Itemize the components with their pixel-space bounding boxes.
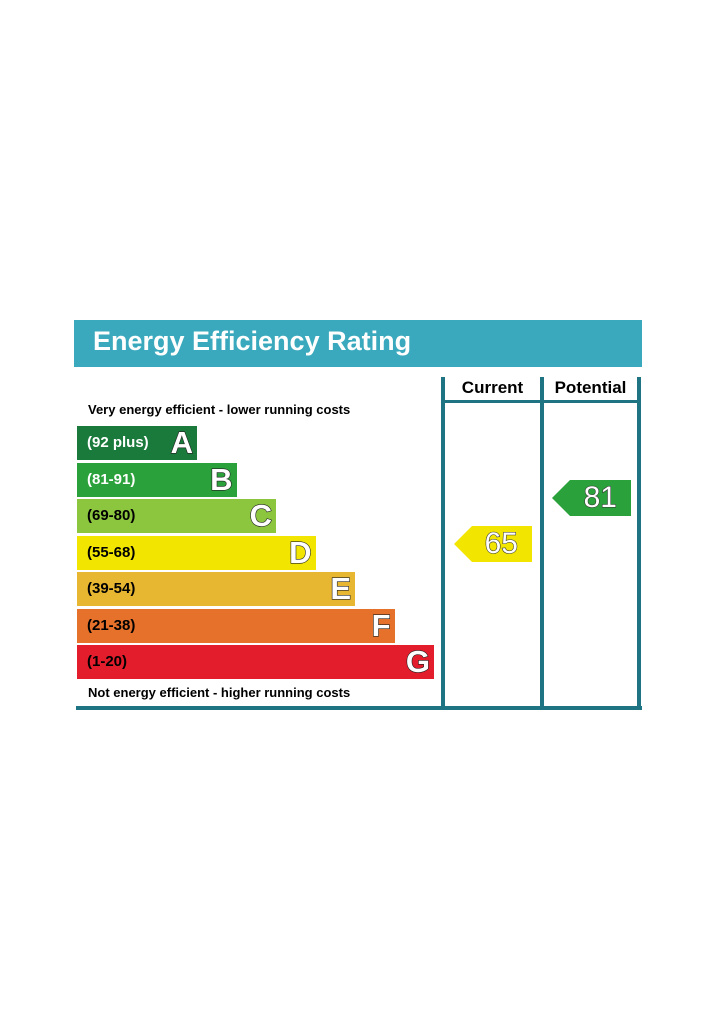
frame-divider-middle (540, 377, 544, 710)
band-e-range: (39-54) (87, 580, 136, 597)
band-c-range: (69-80) (87, 507, 136, 524)
band-a: (92 plus) A (77, 425, 197, 460)
potential-rating-value: 81 (583, 480, 617, 514)
top-caption: Very energy efficient - lower running co… (88, 402, 351, 417)
band-g: (1-20) G (77, 644, 434, 679)
band-a-letter: A (170, 425, 194, 460)
frame-bottom-line (76, 706, 642, 710)
column-header-underline (441, 400, 641, 403)
potential-rating-arrow: 81 (552, 480, 631, 516)
title-bar (74, 320, 642, 367)
band-e: (39-54) E (77, 571, 355, 606)
band-a-range: (92 plus) (87, 434, 149, 451)
band-f-range: (21-38) (87, 616, 136, 634)
bottom-caption: Not energy efficient - higher running co… (88, 685, 351, 700)
band-f: (21-38) F (77, 607, 395, 643)
band-b-letter: B (209, 461, 233, 497)
current-rating-value: 65 (484, 526, 518, 560)
current-column-header: Current (461, 378, 524, 397)
chart-title: Energy Efficiency Rating (93, 326, 412, 356)
band-c: (69-80) C (77, 498, 276, 533)
band-d: (55-68) D (77, 534, 316, 570)
current-rating-arrow: 65 (454, 526, 532, 562)
frame-divider-right (637, 377, 641, 710)
band-d-range: (55-68) (87, 543, 136, 561)
band-g-range: (1-20) (87, 653, 128, 670)
frame-divider-left (441, 377, 445, 710)
band-c-letter: C (249, 498, 273, 533)
band-d-letter: D (288, 534, 312, 570)
potential-column-header: Potential (554, 378, 627, 397)
band-f-letter: F (371, 607, 391, 643)
band-b: (81-91) B (77, 461, 237, 497)
band-e-letter: E (330, 571, 352, 606)
band-g-letter: G (405, 644, 430, 679)
band-b-range: (81-91) (87, 470, 136, 488)
